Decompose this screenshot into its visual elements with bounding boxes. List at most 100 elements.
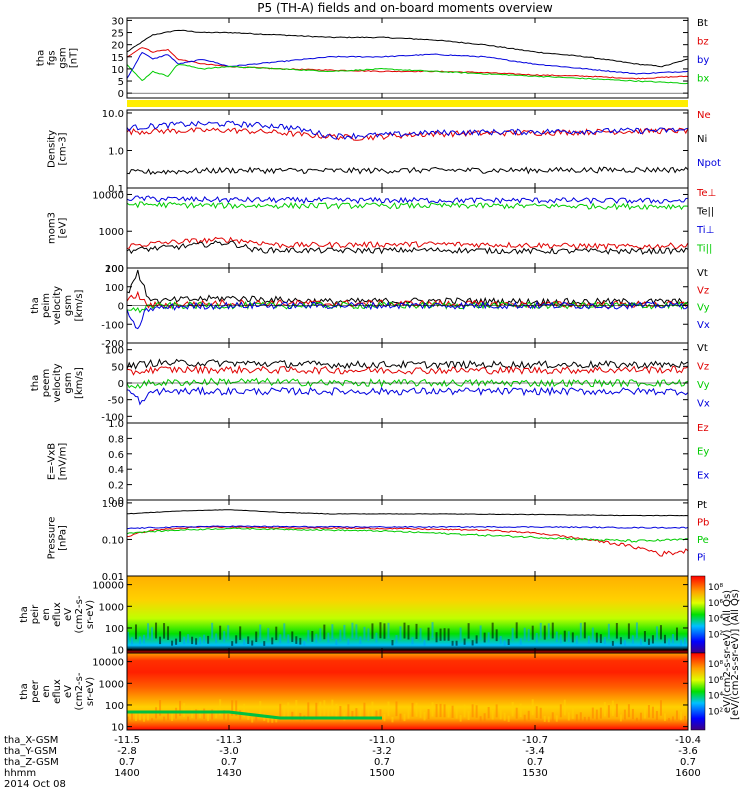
peir-ylabel: tha peir en eflux eV (cm2-s-sr-eV): [19, 595, 96, 633]
efield-legend-ez: Ez: [697, 423, 709, 434]
peir-spectrogram-texture: [519, 638, 522, 645]
peir-spectrogram-texture: [439, 628, 442, 641]
peim-ytick-label: -100: [101, 320, 124, 331]
peer-spectrogram-texture: [379, 709, 382, 720]
mom3-ytick-label: 1000: [99, 227, 124, 238]
fgs-legend-bz: bz: [697, 37, 709, 48]
peir-spectrogram: [127, 576, 688, 653]
efield-ytick-label: 0.2: [108, 481, 124, 492]
density-ylabel-line: Density: [47, 130, 58, 168]
peer-spectrogram-texture: [315, 702, 318, 717]
peir-spectrogram-texture: [491, 622, 494, 639]
colorbar-tick-label: 10²: [708, 630, 723, 640]
peir-spectrogram-texture: [279, 634, 282, 644]
mom3-ylabel: mom3 [eV]: [47, 212, 69, 244]
peer-spectrogram-texture: [251, 717, 254, 723]
colorbar-tick-label: 10⁶: [708, 599, 723, 609]
peir-spectrogram-texture: [571, 632, 574, 643]
peer-spectrogram-texture: [383, 714, 386, 722]
peir-spectrogram-texture: [347, 638, 350, 645]
peir-spectrogram-texture: [575, 635, 578, 644]
panel-efield: Ez Ey Ex 1.0 0.8 0.6 0.4 0.2 0.0 E=-VxB [mV/m]: [47, 419, 710, 507]
peer-spectrogram-texture: [459, 714, 462, 722]
peir-spectrogram-texture: [567, 631, 570, 642]
fgs-ylabel-line: [nT]: [69, 48, 80, 68]
peer-spectrogram-texture: [271, 717, 274, 723]
peir-spectrogram-texture: [667, 638, 670, 645]
peer-ytick-label: 10000: [92, 658, 124, 669]
peer-spectrogram-texture: [287, 702, 290, 717]
peir-spectrogram-texture: [327, 632, 330, 643]
pressure-series-pi: [126, 525, 689, 530]
peir-spectrogram-texture: [455, 640, 458, 646]
peir-spectrogram-texture: [647, 638, 650, 645]
fgs-ytick-label: 0: [118, 89, 124, 100]
peer-spectrogram-texture: [647, 704, 650, 718]
peir-spectrogram-texture: [335, 638, 338, 645]
pressure-series-pt: [127, 509, 689, 517]
peir-spectrogram-texture: [427, 627, 430, 641]
peer-spectrogram-texture: [243, 703, 246, 718]
peer-spectrogram-texture: [391, 716, 394, 723]
peer-spectrogram-texture: [567, 712, 570, 721]
peer-spectrogram-texture: [519, 703, 522, 718]
peer-spectrogram-texture: [407, 707, 410, 719]
pressure-ytick-label: 0.10: [102, 535, 124, 546]
peem-ytick-label: 0: [118, 379, 124, 390]
peir-spectrogram-texture: [447, 628, 450, 641]
peer-ylabel: tha peer en eflux eV (cm2-s-sr-eV): [19, 672, 96, 710]
peer-spectrogram-texture: [179, 700, 182, 716]
peer-spectrogram-texture: [563, 699, 566, 716]
pressure-legend-pt: Pt: [697, 500, 707, 511]
pressure-legend-pe: Pe: [697, 535, 709, 546]
peer-spectrogram-texture: [591, 707, 594, 719]
density-legend-ne: Ne: [697, 110, 711, 121]
peir-spectrogram-texture: [619, 637, 622, 645]
density-series-npot: [126, 120, 689, 140]
peer-spectrogram-texture: [423, 712, 426, 721]
peer-ytick-label: 100: [105, 701, 124, 712]
panel-density: Ne Ni Npot 10.0 1.0 0.1 Density [cm-3]: [47, 109, 721, 195]
peim-ytick-label: 200: [105, 264, 124, 275]
peir-spectrogram-texture: [147, 623, 150, 639]
peir-spectrogram-texture: [251, 640, 254, 646]
xaxis-row-value: -11.5: [114, 735, 140, 746]
peem-ylabel-line: [km/s]: [74, 367, 85, 399]
peer-spectrogram-texture: [583, 716, 586, 723]
peer-spectrogram-texture: [439, 703, 442, 718]
peem-ylabel-line: velocity: [52, 363, 63, 402]
pressure-ylabel: Pressure [nPa]: [47, 517, 69, 560]
peir-spectrogram-texture: [663, 634, 666, 644]
panel-peer: 10000 1000 100 10 tha peer en eflux eV (cm2-s-sr-…: [19, 652, 689, 734]
peer-spectrogram-texture: [503, 712, 506, 721]
mom3-series-ti: [126, 195, 689, 205]
peer-spectrogram-texture: [219, 699, 222, 716]
peir-spectrogram-texture: [595, 632, 598, 643]
fgs-series-by: [126, 51, 689, 79]
peem-legend-vt: Vt: [697, 343, 708, 354]
peer-spectrogram-texture: [675, 710, 678, 720]
peer-spectrogram-texture: [611, 700, 614, 716]
peir-spectrogram-texture: [367, 628, 370, 641]
peer-spectrogram-texture: [207, 713, 210, 721]
peir-spectrogram-texture: [163, 623, 166, 639]
peir-spectrogram-texture: [547, 623, 550, 639]
peir-spectrogram-texture: [659, 625, 662, 640]
peir-ylabel-line: en: [41, 608, 52, 621]
peem-series-vt: [126, 358, 689, 370]
colorbar-label: eV/(cm2-s-sr-eV) (All Qs): [722, 590, 733, 713]
peir-spectrogram-texture: [603, 636, 606, 645]
peim-series-vt: [126, 269, 689, 307]
peer-spectrogram-texture: [451, 705, 454, 718]
peer-spectrogram-texture: [235, 700, 238, 716]
peir-spectrogram-texture: [563, 630, 566, 642]
mom3-ylabel-line: [eV]: [58, 218, 69, 239]
peer-spectrogram-texture: [655, 710, 658, 720]
peer-spectrogram-texture: [411, 702, 414, 717]
peer-spectrogram-texture: [471, 704, 474, 718]
peer-spectrogram-texture: [627, 704, 630, 718]
peir-spectrogram-texture: [599, 634, 602, 644]
peer-spectrogram-texture: [143, 715, 146, 722]
peer-spectrogram-texture: [355, 708, 358, 719]
